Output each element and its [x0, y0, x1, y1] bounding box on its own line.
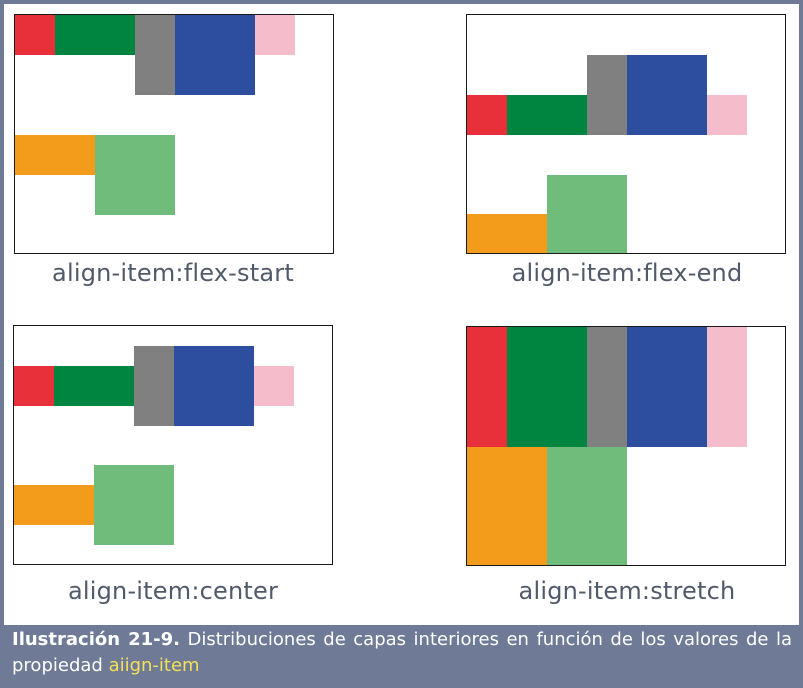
dark-green-box — [54, 366, 134, 406]
orange-box — [467, 447, 547, 565]
panel-label-stretch: align-item:stretch — [518, 577, 736, 605]
dark-green-box — [507, 95, 587, 135]
orange-box — [15, 135, 95, 175]
light-green-box — [547, 175, 627, 253]
pink-box — [707, 327, 747, 447]
pink-box — [707, 95, 747, 135]
panel-flex-end — [466, 14, 786, 254]
gray-box — [587, 327, 627, 447]
orange-box — [14, 485, 94, 525]
red-box — [467, 327, 507, 447]
pink-box — [255, 15, 295, 55]
panel-label-flex-end: align-item:flex-end — [511, 259, 743, 287]
gray-box — [134, 346, 174, 426]
panel-flex-start — [14, 14, 334, 254]
light-green-box — [95, 135, 175, 215]
light-green-box — [547, 447, 627, 565]
blue-box — [174, 346, 254, 426]
dark-green-box — [55, 15, 135, 55]
red-box — [14, 366, 54, 406]
panel-label-center: align-item:center — [67, 577, 279, 605]
caption-text: Distribuciones de capas interiores en fu… — [12, 629, 792, 676]
caption-prefix: Ilustración 21-9. — [12, 629, 180, 650]
gray-box — [587, 55, 627, 135]
pink-box — [254, 366, 294, 406]
blue-box — [627, 55, 707, 135]
panel-center — [13, 325, 333, 565]
red-box — [467, 95, 507, 135]
orange-box — [467, 214, 547, 253]
figure-canvas: align-item:flex-start align-item:flex-en… — [4, 4, 799, 625]
light-green-box — [94, 465, 174, 545]
blue-box — [627, 327, 707, 447]
panel-label-flex-start: align-item:flex-start — [52, 259, 294, 287]
panel-stretch — [466, 326, 786, 566]
figure-caption: Ilustración 21-9. Distribuciones de capa… — [12, 627, 792, 679]
blue-box — [175, 15, 255, 95]
gray-box — [135, 15, 175, 95]
dark-green-box — [507, 327, 587, 447]
red-box — [15, 15, 55, 55]
caption-highlight: aiign-item — [108, 655, 200, 676]
